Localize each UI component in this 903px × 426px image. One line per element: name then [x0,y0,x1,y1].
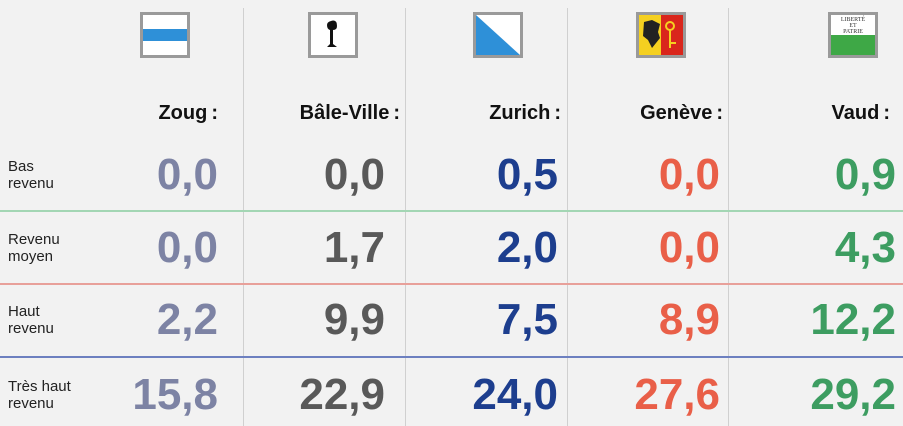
cell-value: 15,8 [132,370,218,419]
row-separator [0,356,903,358]
cell-value: 7,5 [496,295,558,344]
row-label-line: Très haut [8,378,71,395]
row-separator [0,210,903,212]
cell-value: 27,6 [634,370,720,419]
column-header: Bâle-Ville : [299,102,400,124]
column-header: Genève : [640,102,723,124]
column-separator [567,8,568,426]
cell-value: 29,2 [810,370,896,419]
flag-zoug [140,12,190,58]
column-separator [405,8,406,426]
row-label-line: revenu [8,395,54,412]
cell-value: 8,9 [658,295,720,344]
cell-value: 0,0 [323,150,385,199]
column-separator [728,8,729,426]
cell-value: 0,0 [658,223,720,272]
row-label: Haut revenu [8,303,54,337]
flag-vaud: LIBERTÉ ET PATRIE [828,12,878,58]
flag-bale [308,12,358,58]
row-label: Revenu moyen [8,231,60,265]
row-label-line: revenu [8,175,54,192]
flag-text: LIBERTÉ [841,15,866,23]
cell-value: 0,9 [834,150,896,199]
row-label-line: moyen [8,248,54,265]
row-label-line: Haut [8,303,40,320]
cell-value: 0,5 [496,150,558,199]
flag-zurich [473,12,523,58]
cell-value: 0,0 [658,150,720,199]
row-separator [0,283,903,285]
column-header: Zoug : [158,102,218,124]
row-label-line: Bas [8,158,34,175]
flag-geneve [636,12,686,58]
column-header: Zurich : [489,102,561,124]
cell-value: 4,3 [834,223,896,272]
flag-text: PATRIE [843,29,863,35]
row-label: Très haut revenu [8,378,71,412]
cell-value: 22,9 [299,370,385,419]
row-label: Bas revenu [8,158,54,192]
row-label-line: revenu [8,320,54,337]
column-header: Vaud : [831,102,890,124]
flag-text: ET [849,23,857,29]
cell-value: 9,9 [323,295,385,344]
cell-value: 24,0 [472,370,558,419]
column-separator [243,8,244,426]
cell-value: 12,2 [810,295,896,344]
row-label-line: Revenu [8,231,60,248]
cell-value: 0,0 [156,150,218,199]
cell-value: 2,2 [156,295,218,344]
cell-value: 0,0 [156,223,218,272]
cell-value: 2,0 [496,223,558,272]
cell-value: 1,7 [323,223,385,272]
